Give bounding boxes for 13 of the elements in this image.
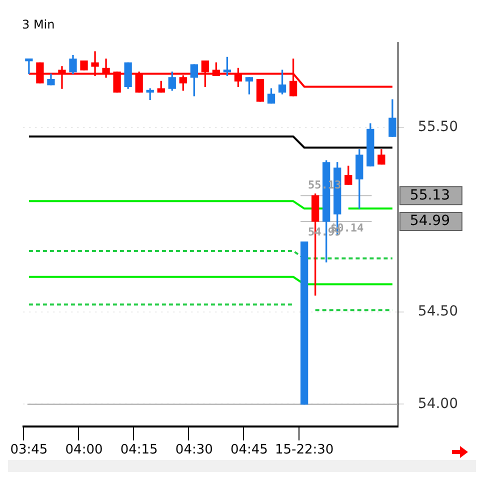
- candlestick: [25, 58, 33, 74]
- x-tick-label: 04:45: [230, 442, 268, 458]
- x-tick-label: 15-22:30: [274, 442, 334, 458]
- x-tick-label: 03:45: [10, 442, 48, 458]
- y-tick-label: 54.00: [418, 396, 458, 412]
- y-tick-label: 55.50: [418, 118, 458, 135]
- ref-line-label: 55.13: [410, 187, 450, 204]
- y-tick-label: 54.50: [418, 304, 458, 320]
- chart-title: 3 Min: [22, 17, 55, 32]
- x-tick-label: 04:15: [120, 442, 158, 458]
- ref-line-label: 54.99: [410, 213, 450, 230]
- x-tick-label: 04:30: [175, 442, 213, 458]
- x-tick-label: 04:00: [65, 442, 103, 458]
